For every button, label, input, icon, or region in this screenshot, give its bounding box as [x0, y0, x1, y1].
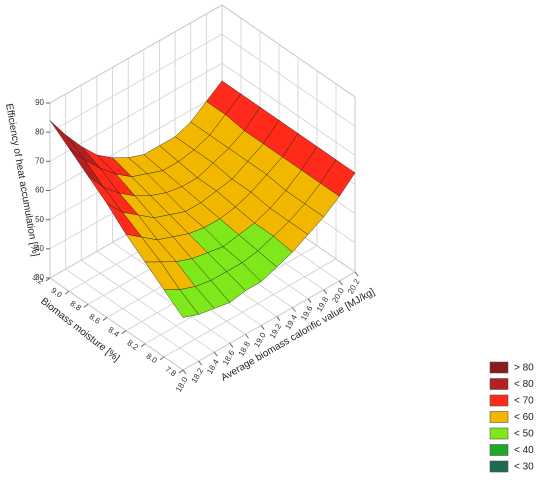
- x-tick-label: 19.0: [252, 331, 268, 349]
- tick-mark: [338, 280, 343, 286]
- y-tick-label: 8.8: [69, 299, 84, 313]
- y-tick-label: 7.8: [164, 365, 179, 379]
- y-tick-label: 8.6: [88, 312, 103, 326]
- surface: [49, 80, 356, 318]
- legend-label: < 70: [514, 396, 534, 407]
- legend-label: < 60: [514, 412, 534, 423]
- z-axis-title: Efficiency of heat accumulation [%]: [3, 103, 41, 258]
- grid-line: [49, 92, 223, 191]
- grid-line: [49, 4, 223, 104]
- legend-swatch: [489, 378, 509, 390]
- z-tick-label: 60: [35, 186, 44, 195]
- tick-mark: [323, 289, 328, 295]
- grid-line: [49, 33, 223, 133]
- tick-mark: [307, 298, 312, 304]
- y-tick-label: 8.2: [126, 338, 141, 352]
- tick-mark: [229, 342, 234, 348]
- tick-mark: [213, 351, 218, 357]
- x-tick-label: 18.8: [237, 339, 253, 357]
- z-tick-label: 50: [35, 215, 44, 224]
- y-tick-label: 9.0: [50, 286, 65, 300]
- legend-swatch: [489, 444, 509, 456]
- tick-mark: [102, 317, 108, 321]
- grid-line: [182, 271, 356, 371]
- grid-line: [221, 4, 356, 98]
- legend-swatch: [489, 411, 509, 423]
- x-tick-label: 18.2: [190, 366, 206, 384]
- tick-mark: [198, 360, 203, 366]
- tick-mark: [182, 369, 187, 375]
- x-tick-label: 18.0: [174, 375, 190, 393]
- tick-mark: [178, 369, 184, 374]
- tick-mark: [83, 303, 89, 308]
- y-tick-label: 8.4: [107, 325, 122, 339]
- legend-swatch: [489, 460, 509, 473]
- grid-line: [81, 259, 215, 353]
- tick-mark: [45, 277, 51, 282]
- surface-cell: [163, 289, 199, 318]
- tick-mark: [64, 290, 70, 295]
- tick-mark: [354, 271, 359, 277]
- tick-mark: [140, 343, 146, 348]
- legend-swatch: [489, 394, 509, 407]
- legend-swatch: [489, 427, 509, 440]
- legend-label: < 80: [514, 379, 534, 390]
- tick-mark: [159, 356, 165, 361]
- tick-mark: [292, 307, 296, 312]
- tick-mark: [276, 316, 281, 321]
- tick-mark: [245, 334, 249, 339]
- legend-label: < 50: [514, 429, 534, 440]
- z-tick-label: 70: [35, 156, 44, 165]
- x-tick-label: 19.2: [268, 322, 284, 340]
- z-tick-label: 80: [35, 127, 44, 136]
- x-tick-label: 18.6: [221, 348, 237, 366]
- grid-line: [96, 250, 231, 344]
- surface-cell: [49, 120, 85, 160]
- tick-mark: [260, 325, 265, 330]
- grid-line: [49, 277, 184, 371]
- legend-label: < 40: [514, 445, 534, 456]
- grid-line: [221, 33, 356, 127]
- z-tick-label: 40: [35, 244, 44, 253]
- legend-swatch: [489, 361, 509, 374]
- y-tick-label: 8.0: [145, 351, 160, 365]
- z-tick-label: 30: [35, 273, 44, 282]
- grid-line: [163, 258, 337, 358]
- z-tick-label: 90: [35, 98, 44, 107]
- grid-line: [221, 63, 356, 156]
- tick-mark: [121, 330, 127, 334]
- x-tick-label: 18.4: [205, 357, 221, 375]
- legend-label: > 80: [514, 363, 534, 374]
- legend: > 80 < 80 < 70 < 60 < 50 < 40 < 30: [489, 361, 534, 473]
- x-axis-title: Average biomass calorific value [MJ/kg]: [219, 286, 377, 383]
- legend-label: < 30: [514, 462, 534, 473]
- grid-line: [65, 268, 199, 362]
